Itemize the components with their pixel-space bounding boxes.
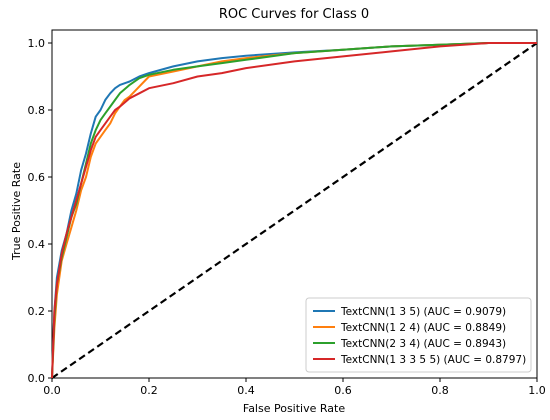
x-tick-label: 0.2 — [140, 384, 158, 397]
y-axis-title: True Positive Rate — [10, 162, 23, 261]
legend-box — [305, 297, 532, 373]
y-tick-label: 0.6 — [28, 171, 46, 184]
x-tick-label: 0.0 — [43, 384, 61, 397]
legend: TextCNN(1 3 5) (AUC = 0.9079) TextCNN(1 2… — [305, 297, 532, 373]
x-tick-label: 1.0 — [528, 384, 546, 397]
y-tick-label: 0.0 — [28, 372, 46, 385]
legend-label-4: TextCNN(1 3 3 5 5) (AUC = 0.8797) — [340, 354, 526, 366]
y-tick-label: 0.4 — [28, 238, 46, 251]
legend-label-3: TextCNN(2 3 4) (AUC = 0.8943) — [340, 338, 506, 350]
chart-title: ROC Curves for Class 0 — [219, 7, 369, 22]
x-tick-label: 0.6 — [334, 384, 352, 397]
x-tick-label: 0.8 — [431, 384, 449, 397]
y-tick-label: 0.2 — [28, 305, 46, 318]
plot-frame — [51, 29, 538, 379]
y-tick-label: 0.8 — [28, 104, 46, 117]
legend-label-2: TextCNN(1 2 4) (AUC = 0.8849) — [340, 322, 506, 334]
y-tick-label: 1.0 — [28, 37, 46, 50]
series-line-4 — [51, 42, 537, 379]
x-tick-label: 0.4 — [237, 384, 255, 397]
legend-label-1: TextCNN(1 3 5) (AUC = 0.9079) — [340, 306, 506, 318]
x-axis-title: False Positive Rate — [243, 402, 345, 415]
plot-area: 0.0 0.2 0.4 0.6 0.8 1.0 0.0 0.2 0.4 0.6 0.8 1.0 — [28, 29, 546, 397]
